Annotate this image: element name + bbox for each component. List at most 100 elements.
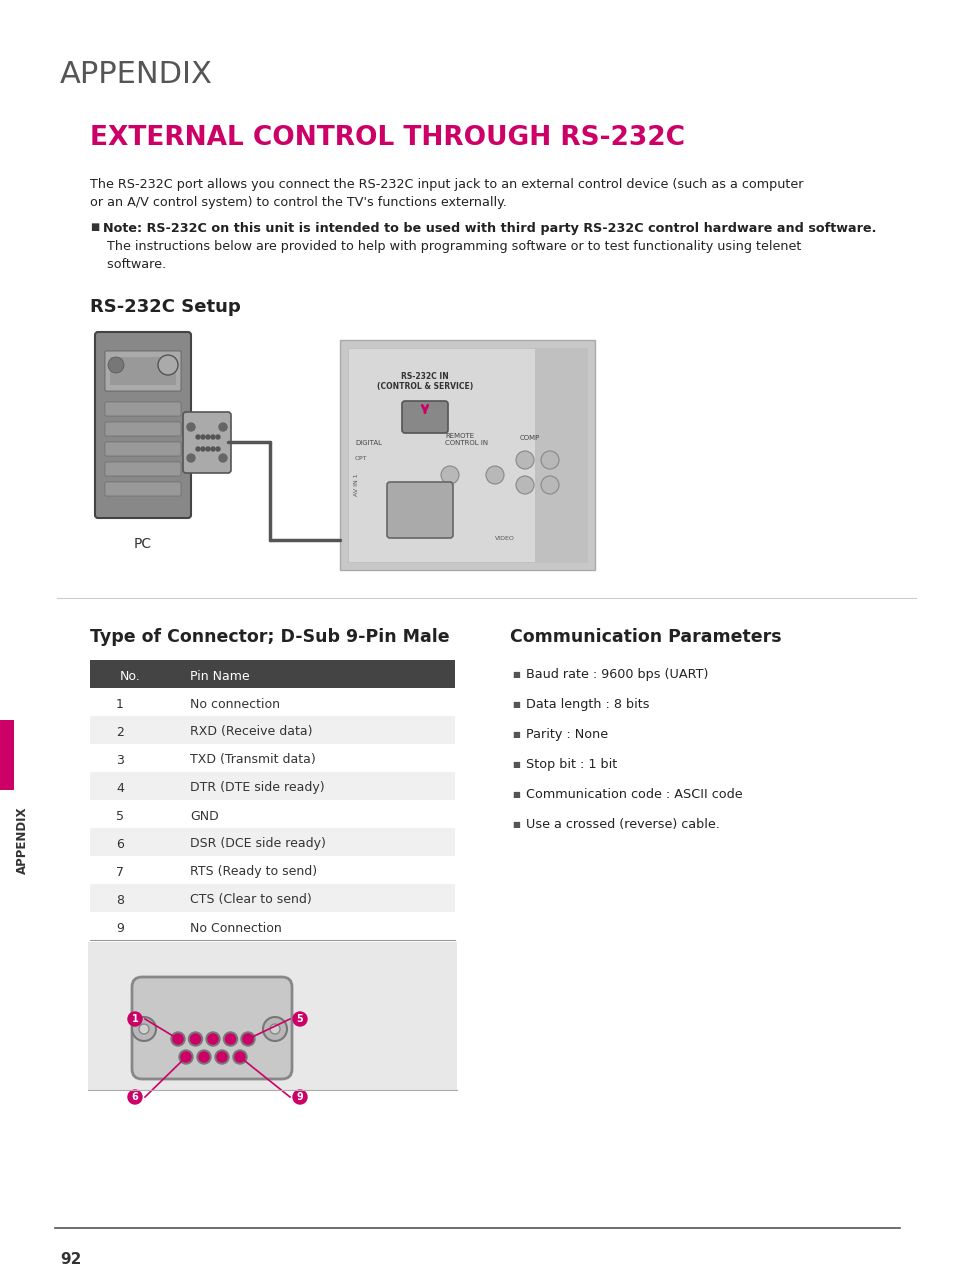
Circle shape (233, 1049, 247, 1063)
Text: DIGITAL: DIGITAL (355, 440, 381, 446)
Circle shape (270, 1024, 280, 1034)
Text: 1: 1 (132, 1014, 138, 1024)
FancyBboxPatch shape (90, 884, 455, 912)
Circle shape (225, 1034, 235, 1044)
Circle shape (485, 466, 503, 485)
Text: Note: RS-232C on this unit is intended to be used with third party RS-232C contr: Note: RS-232C on this unit is intended t… (103, 223, 876, 235)
Circle shape (234, 1052, 245, 1062)
Circle shape (196, 1049, 211, 1063)
Circle shape (199, 1052, 209, 1062)
Circle shape (211, 446, 214, 452)
Circle shape (201, 435, 205, 439)
Text: REMOTE
CONTROL IN: REMOTE CONTROL IN (444, 432, 488, 446)
FancyBboxPatch shape (535, 349, 586, 562)
FancyBboxPatch shape (401, 401, 448, 432)
Circle shape (132, 1018, 156, 1040)
Text: Parity : None: Parity : None (525, 728, 607, 742)
Circle shape (241, 1032, 254, 1046)
Circle shape (293, 1090, 307, 1104)
Text: 1: 1 (116, 697, 124, 711)
Text: 5: 5 (296, 1014, 303, 1024)
Circle shape (293, 1013, 307, 1027)
FancyBboxPatch shape (387, 482, 453, 538)
Text: 5: 5 (116, 809, 124, 823)
Text: No Connection: No Connection (190, 921, 281, 935)
FancyBboxPatch shape (0, 720, 14, 790)
Text: PC: PC (133, 537, 152, 551)
Text: No connection: No connection (190, 697, 280, 711)
FancyBboxPatch shape (90, 744, 455, 772)
Circle shape (189, 1032, 202, 1046)
Text: The instructions below are provided to help with programming software or to test: The instructions below are provided to h… (103, 240, 801, 253)
Circle shape (219, 454, 227, 462)
Text: ■: ■ (512, 700, 519, 709)
Text: 3: 3 (116, 753, 124, 767)
Text: (CONTROL & SERVICE): (CONTROL & SERVICE) (376, 382, 473, 391)
FancyBboxPatch shape (90, 912, 455, 940)
FancyBboxPatch shape (88, 943, 456, 1090)
Circle shape (187, 424, 194, 431)
FancyBboxPatch shape (90, 772, 455, 800)
Text: RTS (Ready to send): RTS (Ready to send) (190, 865, 316, 879)
Circle shape (215, 435, 220, 439)
Circle shape (206, 446, 210, 452)
Text: 7: 7 (116, 865, 124, 879)
Text: RS-232C IN: RS-232C IN (400, 371, 449, 382)
FancyBboxPatch shape (105, 482, 181, 496)
Text: TXD (Transmit data): TXD (Transmit data) (190, 753, 315, 767)
Circle shape (171, 1032, 185, 1046)
FancyBboxPatch shape (90, 828, 455, 856)
Circle shape (201, 446, 205, 452)
Text: DSR (DCE side ready): DSR (DCE side ready) (190, 837, 326, 851)
Circle shape (540, 452, 558, 469)
FancyBboxPatch shape (95, 332, 191, 518)
Text: 9: 9 (296, 1091, 303, 1102)
Circle shape (172, 1034, 183, 1044)
Text: RXD (Receive data): RXD (Receive data) (190, 725, 313, 739)
Circle shape (181, 1052, 191, 1062)
Text: EXTERNAL CONTROL THROUGH RS-232C: EXTERNAL CONTROL THROUGH RS-232C (90, 125, 684, 151)
Text: Communication code : ASCII code: Communication code : ASCII code (525, 787, 741, 801)
Circle shape (243, 1034, 253, 1044)
Circle shape (195, 435, 200, 439)
Circle shape (191, 1034, 200, 1044)
Text: Stop bit : 1 bit: Stop bit : 1 bit (525, 758, 617, 771)
Circle shape (219, 424, 227, 431)
Circle shape (211, 435, 214, 439)
Text: 9: 9 (116, 921, 124, 935)
Text: VIDEO: VIDEO (495, 536, 515, 541)
Text: Type of Connector; D-Sub 9-Pin Male: Type of Connector; D-Sub 9-Pin Male (90, 628, 449, 646)
Circle shape (139, 1024, 149, 1034)
Text: The RS-232C port allows you connect the RS-232C input jack to an external contro: The RS-232C port allows you connect the … (90, 178, 802, 191)
Text: CTS (Clear to send): CTS (Clear to send) (190, 893, 312, 907)
Circle shape (223, 1032, 237, 1046)
Circle shape (195, 446, 200, 452)
FancyBboxPatch shape (90, 716, 455, 744)
Text: DTR (DTE side ready): DTR (DTE side ready) (190, 781, 324, 795)
FancyBboxPatch shape (90, 856, 455, 884)
Text: ■: ■ (512, 820, 519, 829)
Circle shape (263, 1018, 287, 1040)
Circle shape (440, 466, 458, 485)
Text: ■: ■ (512, 790, 519, 799)
Text: 4: 4 (116, 781, 124, 795)
Text: 2: 2 (116, 725, 124, 739)
Circle shape (206, 435, 210, 439)
Circle shape (208, 1034, 218, 1044)
FancyBboxPatch shape (90, 688, 455, 716)
FancyBboxPatch shape (183, 412, 231, 473)
Circle shape (108, 357, 124, 373)
Circle shape (187, 454, 194, 462)
Text: 6: 6 (116, 837, 124, 851)
Circle shape (516, 476, 534, 494)
Text: or an A/V control system) to control the TV's functions externally.: or an A/V control system) to control the… (90, 196, 506, 209)
FancyBboxPatch shape (105, 422, 181, 436)
Text: 92: 92 (60, 1252, 81, 1267)
Text: AV IN 1: AV IN 1 (354, 473, 358, 496)
Text: Baud rate : 9600 bps (UART): Baud rate : 9600 bps (UART) (525, 668, 708, 681)
Text: Pin Name: Pin Name (190, 669, 250, 683)
Circle shape (540, 476, 558, 494)
FancyBboxPatch shape (348, 349, 586, 562)
Text: OPT: OPT (355, 455, 367, 460)
Circle shape (206, 1032, 220, 1046)
